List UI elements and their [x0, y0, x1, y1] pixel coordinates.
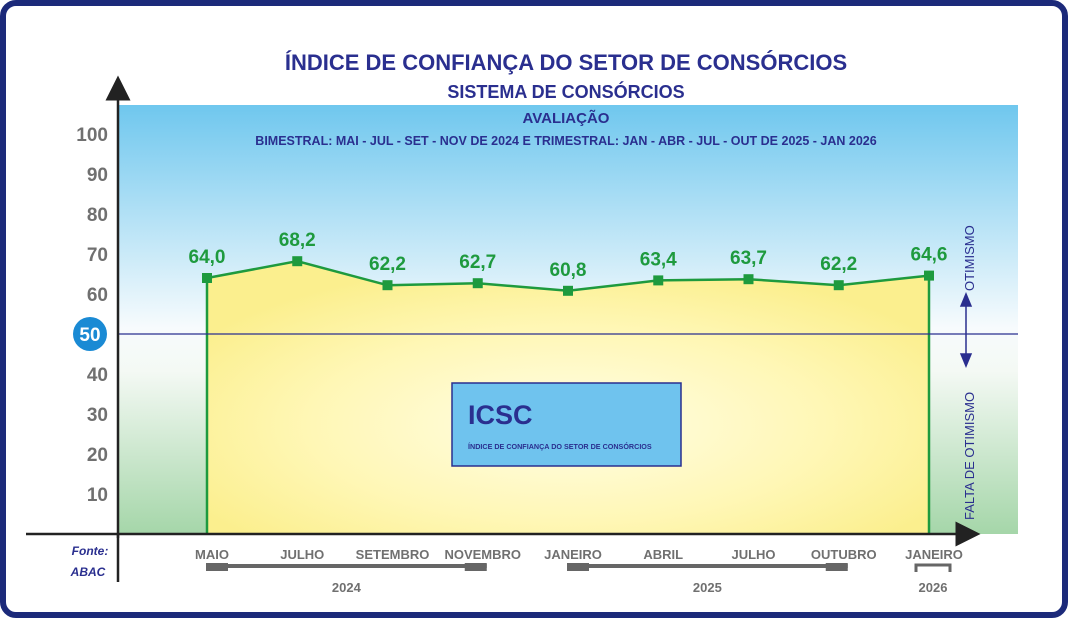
year-range-bracket [914, 563, 952, 572]
data-point [563, 285, 573, 296]
x-tick-label: MAIO [195, 547, 229, 562]
y-tick-label: 10 [87, 485, 108, 506]
icsc-legend-title: ICSC [468, 400, 533, 430]
data-label: 60,8 [550, 260, 587, 281]
year-label: 2025 [693, 580, 722, 595]
reference-50-badge [73, 317, 107, 351]
y-tick-label: 70 [87, 245, 108, 266]
data-point [653, 275, 664, 286]
x-tick-label: JANEIRO [544, 547, 602, 562]
source-label: Fonte: [72, 544, 109, 558]
year-range-cap [206, 563, 228, 571]
y-tick-label: 40 [87, 365, 108, 386]
data-label: 64,0 [189, 247, 226, 268]
data-point [833, 280, 844, 291]
year-range-cap [567, 563, 589, 571]
y-tick-label: 50 [79, 325, 100, 346]
x-tick-label: ABRIL [643, 547, 683, 562]
year-range-cap [464, 563, 487, 571]
data-label: 62,2 [369, 254, 406, 275]
x-tick-label: JANEIRO [905, 547, 963, 562]
icsc-legend-box [451, 382, 682, 467]
chart-svg: ÍNDICE DE CONFIANÇA DO SETOR DE CONSÓRCI… [26, 50, 1018, 595]
x-tick-label: OUTUBRO [811, 547, 877, 562]
y-tick-label: 80 [87, 205, 108, 226]
x-tick-label: SETEMBRO [356, 547, 430, 562]
chart-subtitle: SISTEMA DE CONSÓRCIOS [447, 81, 684, 102]
year-label: 2024 [332, 580, 362, 595]
data-point [924, 270, 934, 281]
source-name: ABAC [70, 565, 106, 579]
data-point [472, 278, 483, 289]
x-tick-label: JULHO [731, 547, 775, 562]
y-tick-label: 60 [87, 285, 108, 306]
chart-subtitle-periods: BIMESTRAL: MAI - JUL - SET - NOV DE 2024… [255, 134, 876, 148]
chart-subtitle-evaluation: AVALIAÇÃO [523, 109, 610, 127]
data-label: 63,4 [640, 249, 677, 270]
data-point [202, 273, 212, 283]
zone-above-label: OTIMISMO [962, 225, 977, 291]
y-tick-label: 30 [87, 405, 108, 426]
data-label: 68,2 [279, 230, 316, 251]
data-label: 62,2 [820, 254, 857, 275]
y-tick-label: 90 [87, 165, 108, 186]
year-label: 2026 [919, 580, 948, 595]
chart-title: ÍNDICE DE CONFIANÇA DO SETOR DE CONSÓRCI… [285, 50, 847, 75]
year-range-bar [567, 564, 848, 568]
data-point [743, 274, 754, 285]
y-tick-label: 20 [87, 445, 108, 466]
x-tick-label: JULHO [280, 547, 324, 562]
data-label: 62,7 [459, 252, 496, 273]
data-label: 64,6 [911, 245, 948, 266]
zone-arrow-icon [959, 292, 973, 368]
year-range-bar [206, 564, 487, 568]
data-point [382, 280, 393, 291]
x-tick-label: NOVEMBRO [444, 547, 521, 562]
year-range-cap [825, 563, 848, 571]
y-tick-label: 100 [76, 125, 108, 146]
zone-below-label: FALTA DE OTIMISMO [962, 392, 977, 520]
icsc-legend-text: ÍNDICE DE CONFIANÇA DO SETOR DE CONSÓRCI… [468, 442, 652, 451]
data-label: 63,7 [730, 248, 767, 269]
data-point [292, 256, 303, 267]
